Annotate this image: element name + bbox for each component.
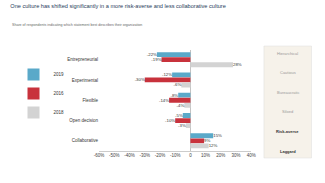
svg-text:10%: 10% [201,153,210,158]
svg-text:-10%: -10% [165,118,175,123]
svg-text:Flexible: Flexible [83,98,99,103]
svg-text:15%: 15% [213,133,222,138]
svg-text:-3%: -3% [178,123,186,128]
svg-text:28%: 28% [233,62,242,67]
svg-text:-19%: -19% [151,57,161,62]
svg-text:Bureaucratic: Bureaucratic [277,90,299,95]
svg-text:-4%: -4% [177,103,185,108]
svg-text:2019: 2019 [54,72,65,77]
svg-text:-50%: -50% [109,153,120,158]
svg-text:-40%: -40% [124,153,135,158]
svg-text:20%: 20% [216,153,225,158]
svg-text:Entrepreneurial: Entrepreneurial [67,57,98,62]
svg-text:-8%: -8% [170,93,178,98]
svg-text:Hierarchical: Hierarchical [277,51,298,56]
svg-text:Experimental: Experimental [72,78,98,83]
svg-text:Open decision: Open decision [69,118,98,123]
svg-text:-5%: -5% [175,113,183,118]
svg-text:-30%: -30% [139,153,150,158]
svg-text:Collaborative: Collaborative [72,138,99,143]
svg-text:Laggard: Laggard [280,149,296,154]
svg-text:40%: 40% [247,153,256,158]
svg-text:9%: 9% [204,138,210,143]
svg-text:Share of respondents indicatin: Share of respondents indicating which st… [12,23,142,27]
svg-text:-6%: -6% [174,82,182,87]
svg-text:One culture has shifted signif: One culture has shifted significantly in… [10,3,225,9]
svg-text:Siloed: Siloed [282,109,293,114]
svg-text:-12%: -12% [162,72,172,77]
svg-text:2018: 2018 [54,110,65,115]
svg-text:30%: 30% [232,153,241,158]
svg-text:-14%: -14% [159,98,169,103]
svg-text:-10%: -10% [170,153,181,158]
svg-text:-22%: -22% [147,52,157,57]
svg-text:-60%: -60% [94,153,105,158]
svg-text:-30%: -30% [135,77,145,82]
svg-text:Risk-averse: Risk-averse [276,129,299,134]
svg-text:2016: 2016 [54,91,65,96]
svg-text:-20%: -20% [155,153,166,158]
svg-text:Cautious: Cautious [280,70,296,75]
svg-text:12%: 12% [209,143,218,148]
svg-text:0: 0 [189,153,192,158]
